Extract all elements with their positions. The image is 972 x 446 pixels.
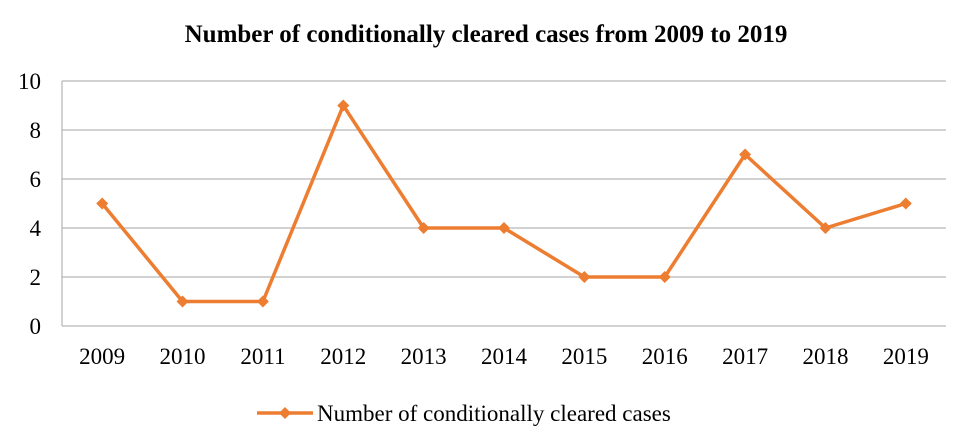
data-point bbox=[819, 222, 832, 234]
x-tick-label: 2017 bbox=[722, 344, 768, 369]
x-tick-label: 2014 bbox=[481, 344, 528, 369]
data-point bbox=[96, 197, 109, 210]
x-tick-label: 2016 bbox=[642, 344, 688, 369]
legend-diamond-marker bbox=[279, 407, 291, 419]
x-tick-label: 2018 bbox=[802, 344, 848, 369]
y-tick-label: 8 bbox=[30, 118, 42, 143]
data-point bbox=[417, 222, 430, 234]
x-tick-label: 2012 bbox=[320, 344, 366, 369]
gridlines bbox=[61, 80, 946, 327]
x-axis-tick-labels: 2009 2010 2011 2012 2013 2014 2015 2016 2017 2018… bbox=[79, 344, 929, 369]
x-tick-label: 2010 bbox=[160, 344, 206, 369]
x-tick-label: 2015 bbox=[561, 344, 607, 369]
data-point bbox=[739, 148, 752, 161]
data-point bbox=[578, 271, 591, 283]
y-tick-label: 10 bbox=[18, 69, 41, 94]
y-tick-label: 6 bbox=[30, 167, 42, 192]
x-tick-label: 2013 bbox=[401, 344, 447, 369]
y-tick-label: 2 bbox=[30, 265, 42, 290]
data-point bbox=[337, 99, 350, 112]
data-point bbox=[899, 197, 912, 210]
legend-label: Number of conditionally cleared cases bbox=[317, 401, 671, 426]
series-line bbox=[100, 103, 907, 304]
data-point bbox=[256, 295, 269, 308]
data-point bbox=[658, 271, 671, 283]
chart-title: Number of conditionally cleared cases fr… bbox=[185, 21, 788, 48]
data-point bbox=[498, 222, 510, 234]
series-group bbox=[96, 99, 912, 308]
x-tick-label: 2019 bbox=[883, 344, 929, 369]
legend: Number of conditionally cleared cases bbox=[257, 401, 671, 426]
x-tick-label: 2009 bbox=[79, 344, 125, 369]
x-tick-label: 2011 bbox=[240, 344, 285, 369]
data-point bbox=[176, 295, 189, 308]
y-axis-tick-labels: 0 2 4 6 8 10 bbox=[18, 69, 42, 339]
y-tick-label: 4 bbox=[30, 216, 42, 241]
y-tick-label: 0 bbox=[30, 314, 42, 339]
